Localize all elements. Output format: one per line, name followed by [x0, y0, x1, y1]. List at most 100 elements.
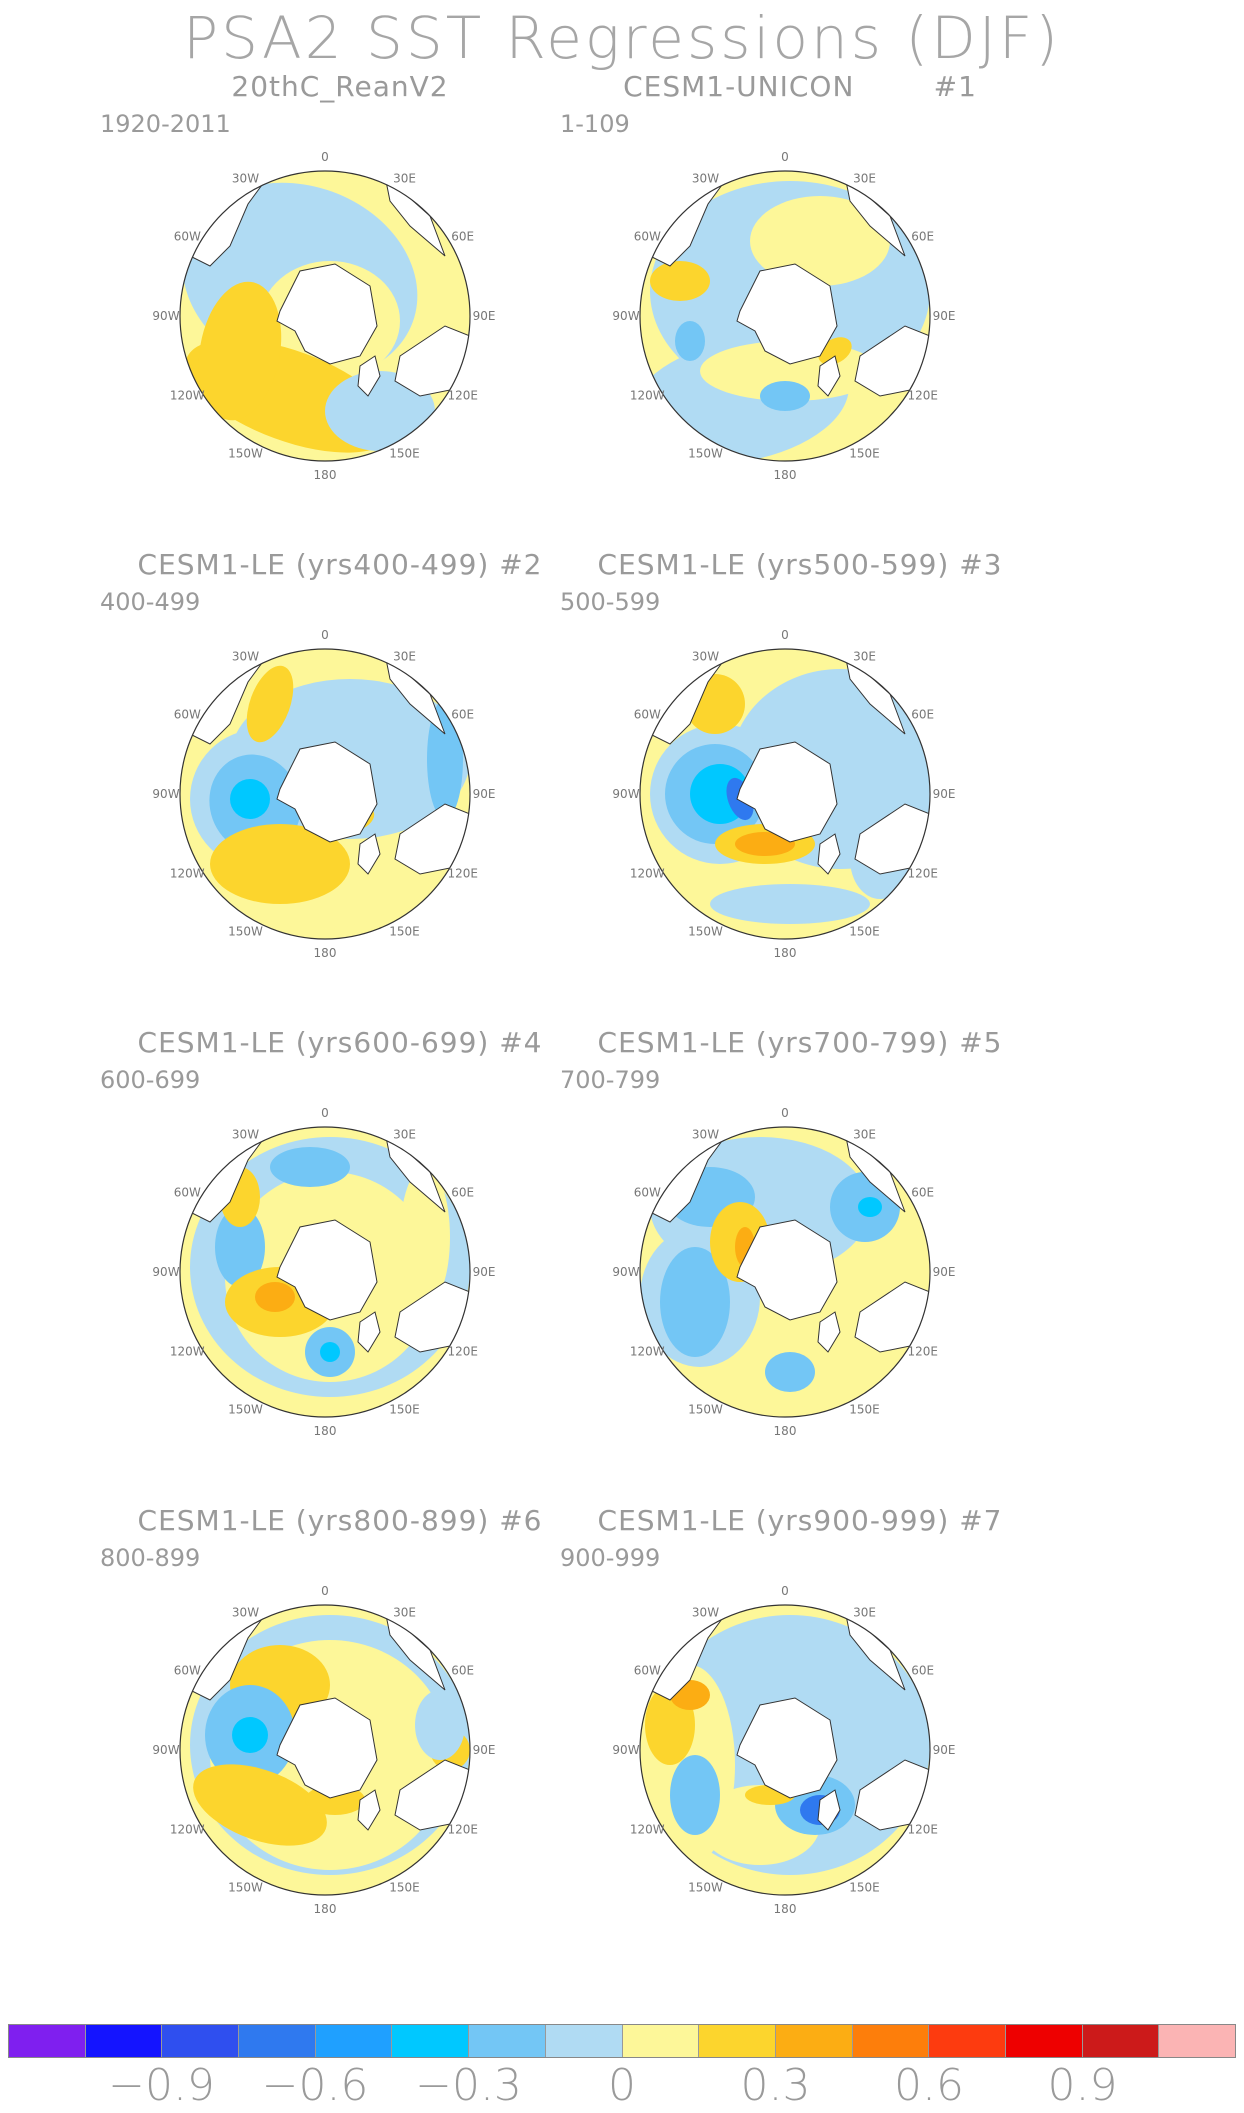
colorbar-swatch [162, 2025, 240, 2057]
longitude-label: 90W [612, 787, 639, 801]
longitude-label: 60E [451, 1664, 474, 1678]
sst-anomaly-region [710, 884, 870, 924]
colorbar-swatch [775, 2025, 853, 2057]
longitude-label: 150E [849, 925, 880, 939]
longitude-label: 60W [174, 708, 201, 722]
antarctica [736, 1697, 838, 1799]
panel-title: CESM1-LE (yrs400-499) #2 [137, 548, 543, 581]
map-boundary [639, 170, 931, 462]
longitude-label: 90E [933, 787, 956, 801]
longitude-label: 180 [314, 946, 337, 960]
longitude-label: 120W [630, 1823, 665, 1837]
polar-map: 0 30E 60E 90E 120E 150E 180 150W 120W 90W 60W 30W [152, 150, 496, 482]
colorbar-swatch [315, 2025, 393, 2057]
main-title: PSA2 SST Regressions (DJF) [183, 4, 1061, 72]
longitude-label: 30W [692, 171, 719, 185]
longitude-label: 150E [849, 447, 880, 461]
land-mass [854, 325, 930, 397]
longitude-label: 0 [321, 628, 329, 642]
land-mass [854, 1281, 930, 1353]
antarctica [736, 263, 838, 365]
antarctica [276, 741, 378, 843]
colorbar-swatch [239, 2025, 316, 2057]
longitude-label: 90E [473, 1265, 496, 1279]
longitude-label: 60W [174, 1664, 201, 1678]
longitude-label: 120E [907, 1823, 938, 1837]
longitude-label: 0 [321, 150, 329, 164]
sst-anomaly-region [215, 1207, 265, 1287]
longitude-label: 150E [389, 1881, 420, 1895]
colorbar-tick-label: 0.6 [894, 2060, 964, 2111]
longitude-label: 90W [152, 1265, 179, 1279]
sst-anomaly-region [675, 321, 705, 361]
longitude-label: 180 [774, 1424, 797, 1438]
antarctica [276, 263, 378, 365]
land-mass [357, 1311, 381, 1353]
longitude-label: 90E [473, 1743, 496, 1757]
panel-title: CESM1-LE (yrs900-999) #7 [597, 1504, 1003, 1537]
longitude-label: 120E [447, 389, 478, 403]
map-boundary [179, 648, 471, 940]
longitude-label: 60E [911, 1664, 934, 1678]
longitude-label: 30E [853, 649, 876, 663]
map-panel-20thc-reanv2: 20thC_ReanV2 1920-2011 0 30E 60E 90E 120E 150… [60, 70, 620, 550]
longitude-label: 90W [152, 1743, 179, 1757]
colorbar [8, 2024, 1236, 2058]
panel-years: 500-599 [560, 588, 661, 616]
longitude-label: 180 [314, 468, 337, 482]
longitude-label: 120E [907, 1345, 938, 1359]
longitude-label: 60E [911, 230, 934, 244]
sst-anomaly-region [246, 665, 294, 743]
longitude-label: 150W [688, 447, 723, 461]
longitude-label: 90E [473, 309, 496, 323]
panel-title: CESM1-LE (yrs800-899) #6 [137, 1504, 543, 1537]
longitude-label: 120W [170, 867, 205, 881]
sst-anomaly-region [415, 1690, 465, 1760]
panel-title: 20thC_ReanV2 [231, 70, 449, 103]
longitude-label: 30E [393, 171, 416, 185]
sst-anomaly-region [210, 824, 350, 904]
land-mass [357, 1789, 381, 1831]
polar-map: 0 30E 60E 90E 120E 150E 180 150W 120W 90W 60W 30W [612, 150, 955, 482]
land-mass [394, 325, 470, 397]
panel-years: 900-999 [560, 1544, 661, 1572]
longitude-label: 120W [170, 1345, 205, 1359]
colorbar-swatch [9, 2025, 86, 2057]
sst-anomaly-region [650, 261, 710, 301]
longitude-label: 120E [447, 1345, 478, 1359]
land-mass [817, 1789, 841, 1831]
panel-years: 1-109 [560, 110, 630, 138]
sst-anomaly-region [320, 1342, 340, 1362]
colorbar-swatch [1005, 2025, 1083, 2057]
panel-title: CESM1-LE (yrs600-699) #4 [137, 1026, 543, 1059]
polar-map: 0 30E 60E 90E 120E 150E 180 150W 120W 90W 60W 30W [152, 1106, 496, 1438]
antarctica [736, 1219, 838, 1321]
map-panel-cesm1-le-800: CESM1-LE (yrs800-899) #6 800-899 0 30E 60E… [60, 1504, 620, 1984]
longitude-label: 120W [170, 389, 205, 403]
longitude-label: 60W [634, 1186, 661, 1200]
map-boundary [639, 1126, 931, 1418]
longitude-label: 120W [170, 1823, 205, 1837]
longitude-label: 60W [174, 1186, 201, 1200]
longitude-label: 60W [634, 230, 661, 244]
longitude-label: 60W [174, 230, 201, 244]
longitude-label: 150W [688, 1881, 723, 1895]
land-mass [357, 833, 381, 875]
panel-years: 400-499 [100, 588, 201, 616]
sst-anomaly-region [255, 1282, 295, 1312]
longitude-label: 120E [447, 1823, 478, 1837]
map-boundary [179, 1126, 471, 1418]
colorbar-swatch [852, 2025, 930, 2057]
longitude-label: 60E [911, 708, 934, 722]
longitude-label: 0 [321, 1106, 329, 1120]
longitude-label: 90W [152, 309, 179, 323]
panel-years: 800-899 [100, 1544, 201, 1572]
polar-map: 0 30E 60E 90E 120E 150E 180 150W 120W 90W 60W 30W [152, 628, 496, 960]
longitude-label: 180 [774, 1902, 797, 1916]
longitude-label: 90W [612, 309, 639, 323]
land-mass [394, 803, 470, 875]
longitude-label: 30E [853, 1605, 876, 1619]
longitude-label: 0 [781, 628, 789, 642]
longitude-label: 90E [473, 787, 496, 801]
polar-map: 0 30E 60E 90E 120E 150E 180 150W 120W 90W 60W 30W [612, 1584, 955, 1916]
